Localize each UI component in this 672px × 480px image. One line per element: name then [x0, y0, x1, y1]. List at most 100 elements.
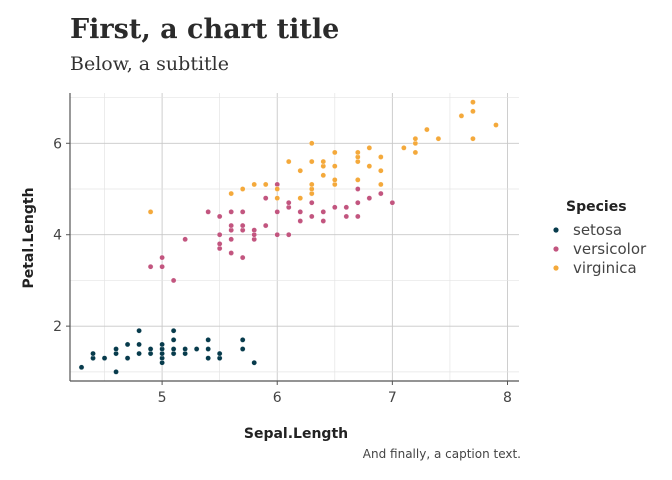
data-point-versicolor [285, 231, 292, 238]
grid-lines [70, 93, 519, 381]
data-point-versicolor [274, 209, 281, 215]
data-point-versicolor [239, 209, 246, 215]
data-point-setosa [251, 359, 258, 366]
data-point-versicolor [159, 263, 165, 270]
chart-subtitle: Below, a subtitle [70, 53, 229, 75]
legend-title: Species [566, 199, 627, 215]
data-point-setosa [205, 346, 211, 352]
data-point-versicolor [274, 231, 281, 238]
data-point-virginica [366, 145, 373, 151]
x-tick-labels: 5 6 7 8 [158, 381, 512, 406]
data-point-versicolor [262, 222, 269, 229]
data-point-versicolor [355, 213, 361, 220]
legend-label-setosa: setosa [573, 221, 622, 239]
legend-key-setosa [553, 227, 559, 233]
data-point-virginica [262, 181, 269, 188]
data-point-virginica [366, 163, 373, 169]
x-tick-label: 8 [503, 390, 512, 406]
data-point-setosa [101, 355, 108, 361]
data-point-setosa [170, 346, 177, 352]
data-point-setosa [136, 341, 142, 348]
y-tick-label: 6 [53, 136, 62, 152]
data-point-versicolor [343, 213, 350, 220]
data-point-virginica [458, 113, 465, 119]
data-point-versicolor [389, 199, 396, 206]
data-point-virginica [308, 140, 315, 147]
data-point-setosa [159, 341, 165, 348]
data-point-virginica [331, 163, 338, 169]
y-tick-labels: 2 4 6 [53, 136, 70, 335]
legend-label-virginica: virginica [573, 259, 637, 277]
data-point-setosa [78, 364, 85, 371]
data-point-versicolor [205, 209, 211, 215]
data-point-setosa [124, 341, 131, 348]
data-point-versicolor [251, 227, 258, 233]
data-point-setosa [193, 346, 200, 352]
data-points [78, 99, 499, 375]
data-point-versicolor [262, 195, 269, 201]
data-point-versicolor [182, 236, 188, 243]
legend-key-versicolor [553, 246, 559, 252]
data-point-versicolor [239, 254, 246, 261]
data-point-virginica [285, 158, 292, 165]
data-point-versicolor [216, 231, 223, 238]
data-point-setosa [239, 337, 246, 343]
data-point-versicolor [216, 213, 223, 220]
data-point-versicolor [343, 204, 350, 211]
data-point-setosa [136, 350, 142, 357]
x-tick-label: 7 [388, 390, 397, 406]
data-point-virginica [297, 195, 304, 201]
data-point-virginica [378, 154, 384, 160]
data-point-versicolor [159, 254, 165, 261]
data-point-setosa [113, 346, 119, 352]
data-point-setosa [216, 350, 223, 357]
data-point-virginica [331, 149, 338, 156]
data-point-setosa [147, 346, 154, 352]
data-point-versicolor [366, 195, 373, 201]
data-point-virginica [470, 99, 476, 105]
data-point-virginica [308, 158, 315, 165]
data-point-setosa [136, 327, 142, 334]
data-point-versicolor [285, 199, 292, 206]
x-tick-label: 6 [273, 390, 282, 406]
data-point-virginica [412, 135, 419, 142]
data-point-setosa [239, 346, 246, 352]
y-tick-label: 4 [53, 228, 62, 244]
data-point-setosa [170, 327, 177, 334]
data-point-virginica [274, 195, 281, 201]
data-point-virginica [297, 167, 304, 174]
data-point-virginica [412, 149, 419, 156]
data-point-setosa [182, 346, 188, 352]
data-point-versicolor [308, 213, 315, 220]
legend-label-versicolor: versicolor [573, 240, 647, 258]
data-point-virginica [331, 177, 338, 183]
data-point-versicolor [320, 218, 327, 224]
data-point-virginica [239, 186, 246, 192]
data-point-setosa [205, 337, 211, 343]
data-point-virginica [378, 167, 384, 174]
legend-key-virginica [553, 265, 559, 271]
data-point-versicolor [355, 199, 361, 206]
data-point-versicolor [297, 209, 304, 215]
axes [69, 93, 519, 382]
data-point-virginica [274, 186, 281, 192]
data-point-virginica [147, 209, 154, 215]
data-point-setosa [170, 337, 177, 343]
data-point-versicolor [378, 190, 384, 197]
x-axis-label: Sepal.Length [244, 426, 348, 442]
data-point-versicolor [239, 222, 246, 229]
data-point-virginica [470, 108, 476, 115]
data-point-setosa [90, 350, 96, 357]
data-point-virginica [251, 181, 258, 188]
data-point-versicolor [355, 186, 361, 192]
data-point-versicolor [297, 218, 304, 224]
x-tick-label: 5 [158, 390, 167, 406]
data-point-virginica [355, 177, 361, 183]
y-axis-label: Petal.Length [21, 187, 37, 288]
data-point-virginica [308, 181, 315, 188]
data-point-virginica [493, 122, 499, 128]
y-tick-label: 2 [53, 319, 62, 335]
data-point-virginica [470, 135, 476, 142]
